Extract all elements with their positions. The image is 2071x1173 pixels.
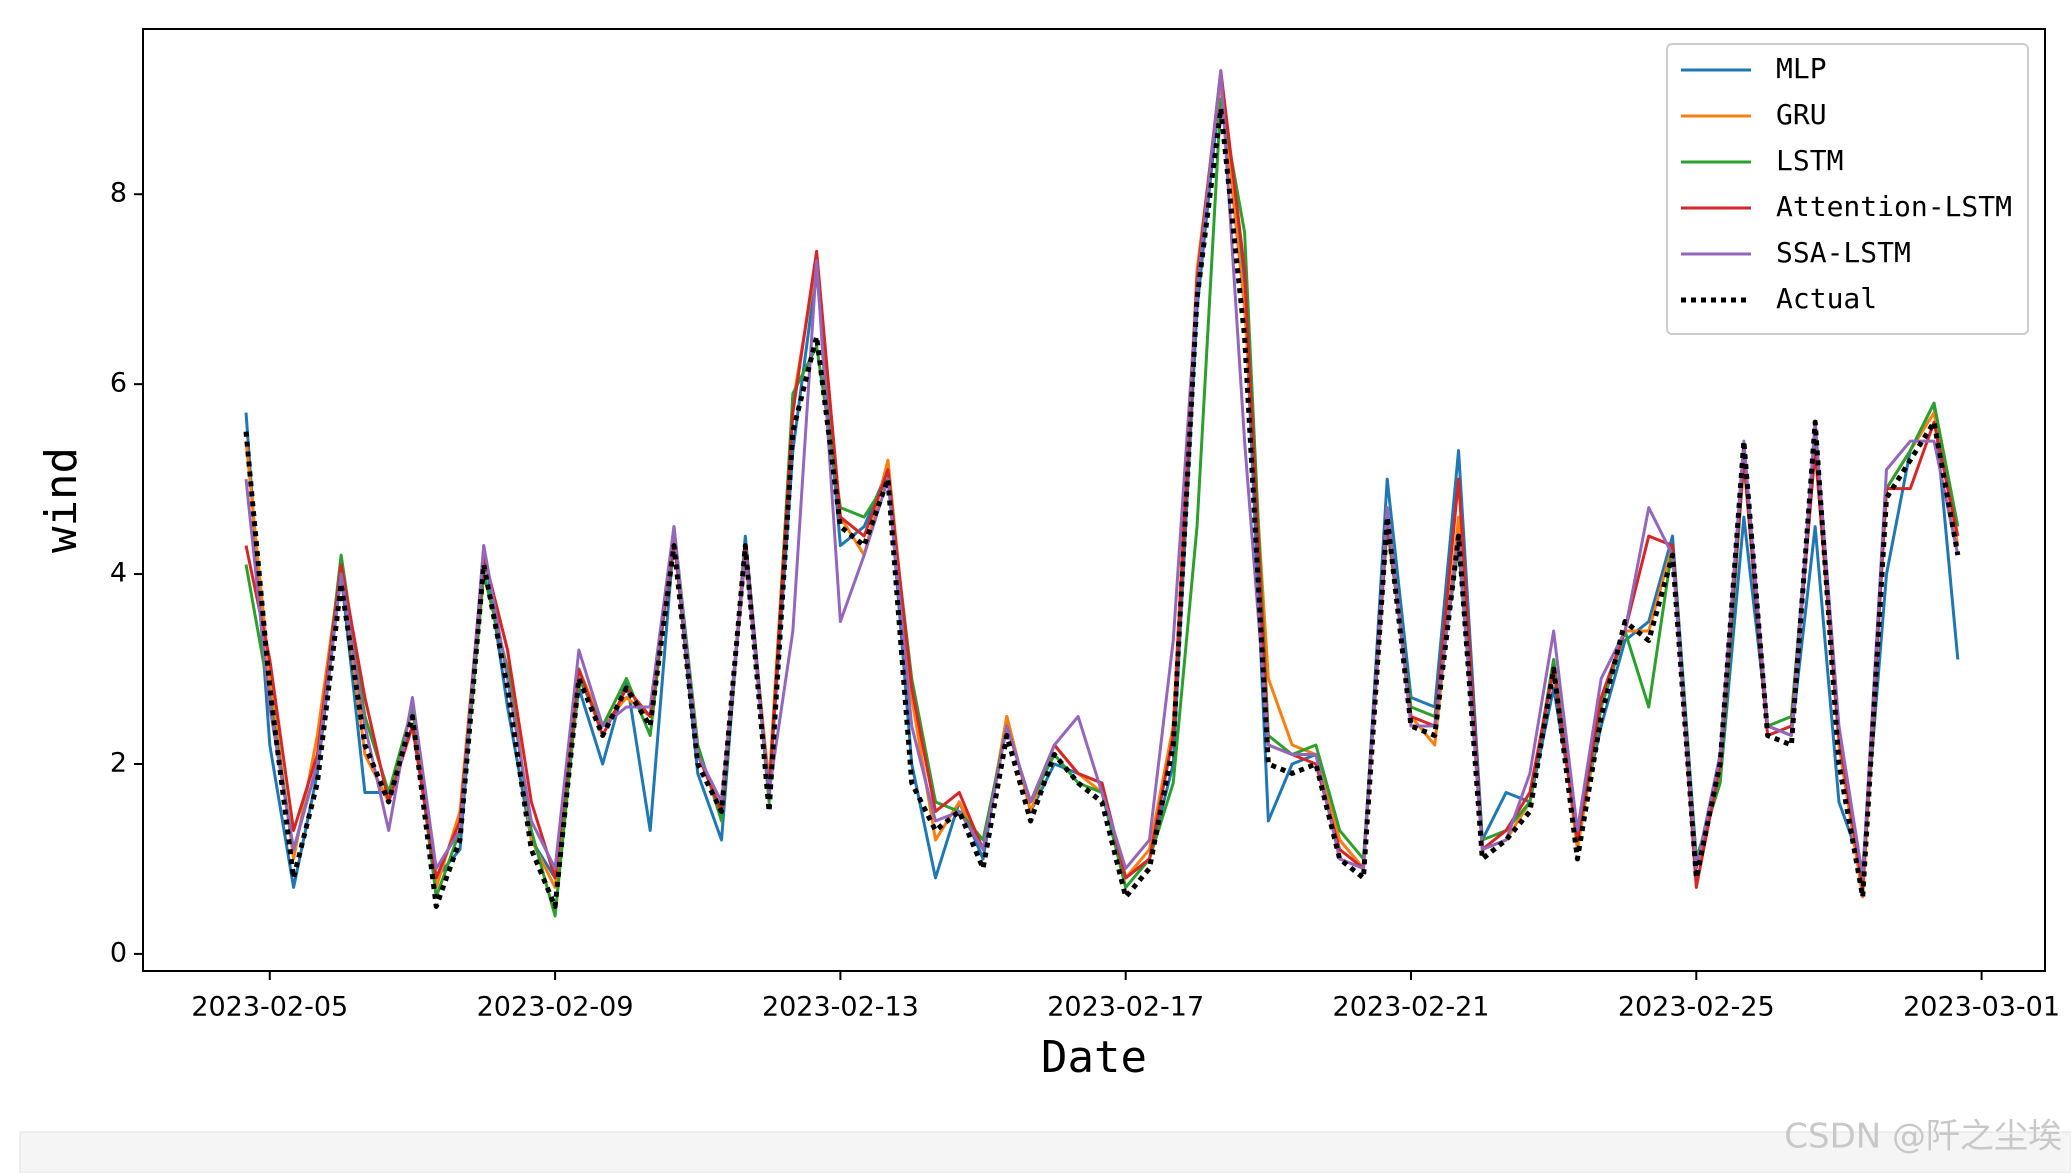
x-tick-label: 2023-02-25 [1618,992,1775,1023]
y-tick-label: 6 [110,368,127,399]
x-tick-label: 2023-02-05 [191,992,348,1023]
y-axis-label: wind [36,447,87,553]
series-line [243,106,1961,909]
y-tick-label: 0 [110,937,127,968]
legend-label: MLP [1776,52,1827,85]
axes-frame [142,28,2046,972]
watermark: CSDN @阡之尘埃 [1784,1117,2062,1157]
x-axis-label: Date [1041,1032,1147,1083]
x-tick-label: 2023-02-21 [1333,992,1490,1023]
x-tick-label: 2023-02-09 [477,992,634,1023]
plot-area [243,69,1961,918]
x-tick-label: 2023-02-17 [1047,992,1204,1023]
legend-label: Attention-LSTM [1776,190,2012,223]
y-tick-label: 8 [110,178,127,209]
y-tick-label: 4 [110,558,127,589]
legend: MLP GRU LSTM Attention-LSTM SSA-LSTM Actual [1666,43,2029,335]
legend-label: Actual [1776,282,1877,315]
x-tick-label: 2023-02-13 [762,992,919,1023]
legend-label: GRU [1776,98,1827,131]
legend-box [1666,43,2029,335]
x-tick-label: 2023-03-01 [1903,992,2060,1023]
legend-label: SSA-LSTM [1776,236,1911,269]
series-line [244,69,1960,889]
y-tick-label: 2 [110,747,127,778]
notebook-cell [19,1131,2071,1173]
legend-label: LSTM [1776,144,1843,177]
